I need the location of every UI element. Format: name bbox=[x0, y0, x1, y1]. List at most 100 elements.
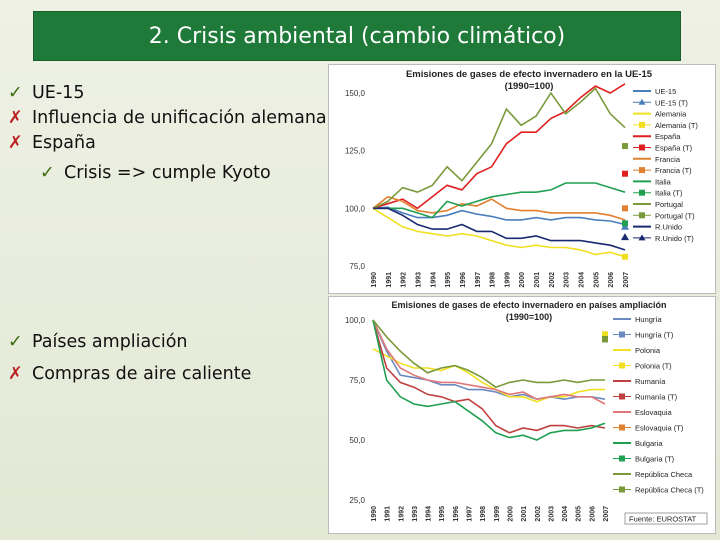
chart-title: Emisiones de gases de efecto invernadero… bbox=[406, 69, 653, 80]
legend-label-polonia-t: Polonia (T) bbox=[635, 362, 672, 371]
x-tick-label: 2006 bbox=[589, 506, 596, 522]
y-tick-label: 25,0 bbox=[349, 496, 365, 505]
target-marker-espana-t bbox=[622, 170, 628, 177]
check-icon: ✓ bbox=[8, 332, 23, 352]
source-label: Fuente: EUROSTAT bbox=[629, 515, 697, 524]
bullet-ue15: ✓ UE-15 bbox=[8, 82, 328, 104]
bullet-unificacion: ✗ Influencia de unificación alemana bbox=[8, 107, 328, 129]
bullet-aire-caliente: ✗ Compras de aire caliente bbox=[8, 363, 328, 385]
x-tick-label: 1992 bbox=[398, 506, 405, 522]
x-tick-label: 1990 bbox=[371, 272, 378, 288]
legend-label-eslovaquia-t: Eslovaquia (T) bbox=[635, 424, 684, 433]
series-line-eslovaquia bbox=[372, 319, 606, 405]
y-tick-label: 75,0 bbox=[349, 262, 365, 271]
x-tick-label: 2001 bbox=[534, 272, 541, 288]
bullet-text: UE-15 bbox=[32, 83, 85, 103]
legend-label-portugal-t: Portugal (T) bbox=[655, 211, 695, 220]
legend-label-rumania-t: Rumanía (T) bbox=[635, 393, 678, 402]
cross-icon: ✗ bbox=[8, 133, 23, 153]
series-line-bulgaria bbox=[372, 319, 606, 441]
series-line-r-unido bbox=[373, 207, 626, 251]
legend-marker-r-unido-t bbox=[638, 234, 646, 241]
legend-label-eslovaquia: Eslovaquia bbox=[635, 408, 673, 417]
legend-label-republica-checa-t: República Checa (T) bbox=[635, 486, 704, 495]
x-tick-label: 2002 bbox=[535, 506, 542, 522]
x-tick-label: 1993 bbox=[412, 506, 419, 522]
check-icon: ✓ bbox=[40, 163, 55, 183]
y-tick-label: 50,0 bbox=[349, 436, 365, 445]
bullet-list-ue15: ✓ UE-15 ✗ Influencia de unificación aleman… bbox=[8, 82, 328, 184]
legend-label-italia-t: Italia (T) bbox=[655, 189, 683, 198]
x-tick-label: 1999 bbox=[504, 272, 511, 288]
chart-panel-ampliacion: Emisiones de gases de efecto invernadero… bbox=[328, 296, 716, 534]
legend-label-espana: España bbox=[655, 132, 681, 141]
target-marker-republica-checa-t bbox=[602, 336, 608, 343]
series-line-hungria bbox=[372, 319, 606, 401]
legend-label-republica-checa: República Checa bbox=[635, 470, 693, 479]
legend-marker-hungria-t bbox=[619, 331, 625, 338]
slide-title-bar: 2. Crisis ambiental (cambio climático) bbox=[33, 11, 681, 61]
target-marker-portugal-t bbox=[622, 143, 628, 150]
y-tick-label: 150,0 bbox=[345, 89, 366, 98]
legend-marker-portugal-t bbox=[639, 212, 645, 219]
x-tick-label: 2007 bbox=[623, 272, 630, 288]
legend-label-rumania: Rumanía bbox=[635, 377, 666, 386]
x-tick-label: 1999 bbox=[494, 506, 501, 522]
y-tick-label: 100,0 bbox=[345, 204, 366, 213]
x-tick-label: 1990 bbox=[371, 506, 378, 522]
legend-label-alemania-t: Alemania (T) bbox=[655, 121, 698, 130]
legend-marker-polonia-t bbox=[619, 362, 625, 369]
chart-panel-ue15: Emisiones de gases de efecto invernadero… bbox=[328, 64, 716, 294]
legend-label-hungria: Hungría bbox=[635, 315, 663, 324]
chart-ampliacion: Emisiones de gases de efecto invernadero… bbox=[345, 300, 708, 525]
legend-label-italia: Italia bbox=[655, 177, 672, 186]
legend-label-portugal: Portugal bbox=[655, 200, 683, 209]
series-line-italia bbox=[373, 182, 626, 219]
chart-ue15: Emisiones de gases de efecto invernadero… bbox=[345, 69, 698, 288]
x-tick-label: 1995 bbox=[445, 272, 452, 288]
x-tick-label: 2003 bbox=[548, 506, 555, 522]
legend-label-espana-t: España (T) bbox=[655, 144, 693, 153]
x-tick-label: 1994 bbox=[426, 506, 433, 522]
legend-marker-francia-t bbox=[639, 167, 645, 174]
bullet-text: España bbox=[32, 133, 96, 153]
x-tick-label: 1991 bbox=[385, 506, 392, 522]
x-tick-label: 1995 bbox=[439, 506, 446, 522]
bullet-text: Crisis => cumple Kyoto bbox=[64, 163, 271, 183]
series-line-espana bbox=[372, 83, 626, 210]
legend-marker-eslovaquia-t bbox=[619, 424, 625, 431]
x-tick-label: 1996 bbox=[453, 506, 460, 522]
legend-label-bulgaria-t: Bulgaria (T) bbox=[635, 455, 675, 464]
legend-marker-ue-15-t bbox=[638, 98, 646, 105]
x-tick-label: 1998 bbox=[480, 506, 487, 522]
series-line-francia bbox=[372, 195, 626, 221]
x-tick-label: 2000 bbox=[519, 272, 526, 288]
bullet-text: Compras de aire caliente bbox=[32, 364, 252, 384]
cross-icon: ✗ bbox=[8, 108, 23, 128]
x-tick-label: 2003 bbox=[564, 272, 571, 288]
series-line-rumania bbox=[372, 319, 606, 434]
slide-title: 2. Crisis ambiental (cambio climático) bbox=[148, 23, 566, 49]
target-marker-italia-t bbox=[622, 220, 628, 227]
x-tick-label: 2005 bbox=[593, 272, 600, 288]
x-tick-label: 1997 bbox=[475, 272, 482, 288]
bullet-text: Influencia de unificación alemana bbox=[32, 108, 327, 128]
bullet-text: Países ampliación bbox=[32, 332, 188, 352]
legend-label-bulgaria: Bulgaria bbox=[635, 439, 663, 448]
x-tick-label: 1991 bbox=[386, 272, 393, 288]
legend-marker-republica-checa-t bbox=[619, 486, 625, 493]
x-tick-label: 1992 bbox=[401, 272, 408, 288]
x-tick-label: 2004 bbox=[562, 506, 569, 522]
legend-label-r-unido-t: R.Unido (T) bbox=[655, 234, 694, 243]
x-tick-label: 2004 bbox=[579, 272, 586, 288]
y-tick-label: 125,0 bbox=[345, 147, 366, 156]
legend-label-r-unido: R.Unido bbox=[655, 223, 682, 232]
bullet-paises-ampliacion: ✓ Países ampliación bbox=[8, 331, 328, 353]
x-tick-label: 1996 bbox=[460, 272, 467, 288]
series-line-portugal bbox=[372, 87, 626, 210]
series-line-ue-15 bbox=[372, 206, 626, 226]
legend-marker-espana-t bbox=[639, 144, 645, 151]
chart-subtitle: (1990=100) bbox=[505, 81, 554, 92]
x-tick-label: 1998 bbox=[490, 272, 497, 288]
y-tick-label: 100,0 bbox=[345, 316, 366, 325]
